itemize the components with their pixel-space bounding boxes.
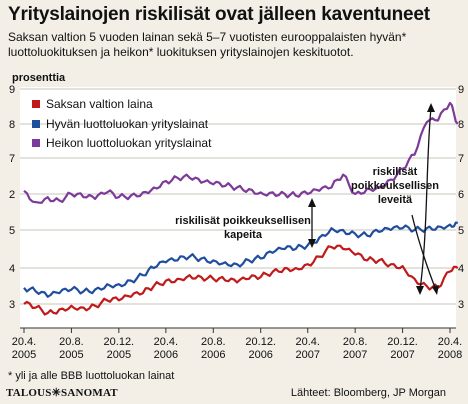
annotation-text: kapeita [224,229,263,241]
y-tick-label: 7 [9,153,15,165]
x-tick-label: 20.8. [343,336,367,348]
series-line [23,101,459,204]
y-tick-label: 8 [9,119,15,131]
series-line [23,244,459,316]
annotation-arrow [411,214,437,291]
annotation-arrowhead [308,239,316,248]
annotation-arrowhead [427,103,435,112]
annotation-arrowhead [416,286,424,295]
chart-title: Yrityslainojen riskilisät ovat jälleen k… [8,4,430,25]
annotation-arrowhead [308,198,316,207]
x-tick-label: 20.8. [201,336,225,348]
y-tick-label: 3 [9,299,15,311]
y-tick-label: 8 [458,119,464,131]
annotation-arrow [419,107,432,291]
y-tick-label: 4 [9,263,15,275]
x-tick-label: 2006 [201,349,225,361]
x-tick-label: 2007 [343,349,367,361]
y-tick-label: 7 [458,153,464,165]
y-tick-label: 3 [458,299,464,311]
legend-label: Saksan valtion laina [46,97,153,111]
series-line [23,221,458,298]
x-tick-label: 20.4. [296,336,320,348]
source-credit: Lähteet: Bloomberg, JP Morgan [290,387,446,399]
annotation-text: riskilisät poikkeuksellisen [175,215,311,227]
chart-subtitle: Saksan valtion 5 vuoden lainan sekä 5–7 … [8,30,407,59]
x-tick-label: 2007 [295,349,319,361]
x-tick-label: 20.4. [12,336,36,348]
legend-label: Heikon luottoluokan yrityslainat [46,136,212,150]
y-tick-label: 2 [9,189,15,201]
legend-swatch [32,139,40,147]
x-tick-label: 20.4. [154,336,178,348]
annotation-text: riskilisät [373,166,418,178]
x-tick-label: 20.12. [245,336,276,348]
x-tick-label: 2005 [107,349,131,361]
x-tick-label: 2005 [12,349,36,361]
x-tick-label: 20.4. [438,336,462,348]
y-tick-label: 5 [9,225,15,237]
x-tick-label: 20.12. [104,336,135,348]
y-tick-label: 9 [458,84,464,96]
annotation-text: leveitä [378,194,413,206]
footnote: * yli ja alle BBB luottoluokan lainat [8,370,175,382]
x-tick-label: 2007 [390,349,414,361]
x-tick-label: 2006 [154,349,178,361]
publisher-logo: TALOUS✳SANOMAT [6,387,118,399]
y-tick-label: 4 [458,263,464,275]
legend-swatch [32,120,40,128]
y-tick-label: 5 [458,225,464,237]
y-axis-unit-label: prosenttia [12,72,66,84]
plot-area [20,87,456,328]
annotation-arrowhead [432,285,439,295]
legend-swatch [32,100,40,108]
y-tick-label: 6 [458,189,464,201]
x-tick-label: 2008 [438,349,462,361]
y-tick-label: 9 [9,84,15,96]
x-tick-label: 20.8. [59,336,83,348]
annotation-text: poikkeuksellisen [351,180,439,192]
x-tick-label: 2005 [59,349,83,361]
x-tick-label: 20.12. [387,336,418,348]
x-tick-label: 2006 [248,349,272,361]
legend-label: Hyvän luottoluokan yrityslainat [46,117,209,131]
